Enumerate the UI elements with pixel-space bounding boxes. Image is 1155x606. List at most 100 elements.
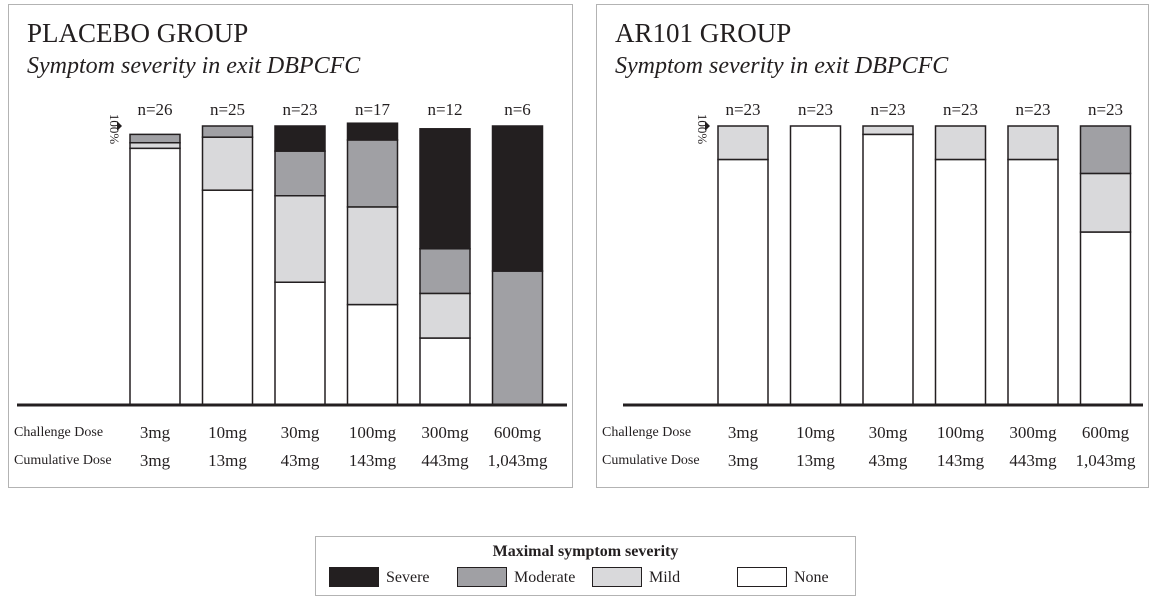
challenge-dose-label: Challenge Dose xyxy=(14,425,104,440)
bar-segment-mild xyxy=(274,195,326,283)
bar-3mg xyxy=(717,125,769,406)
legend-label: Severe xyxy=(386,569,430,586)
cumulative-dose-tick: 13mg xyxy=(208,451,247,470)
n-label: n=12 xyxy=(427,100,462,119)
n-label: n=23 xyxy=(870,100,905,119)
placebo-chart-plot: 100% n=26 3mg 3mg n=25 10mg 13mg n=23 30mg 43mg n=… xyxy=(17,100,567,470)
n-label: n=23 xyxy=(282,100,317,119)
bar-segment-severe xyxy=(274,125,326,152)
x-tick-label: 600mg xyxy=(494,423,542,442)
legend-swatch-mild xyxy=(592,567,642,587)
bar-30mg xyxy=(274,125,326,406)
bar-segment-mild xyxy=(129,141,181,150)
legend-label: Mild xyxy=(649,569,681,586)
chart-subtitle: Symptom severity in exit DBPCFC xyxy=(615,53,949,79)
chart-subtitle: Symptom severity in exit DBPCFC xyxy=(27,53,361,79)
n-label: n=6 xyxy=(504,100,531,119)
legend-title: Maximal symptom severity xyxy=(492,543,679,560)
bar-segment-none xyxy=(862,133,914,406)
cumulative-dose-tick: 443mg xyxy=(421,451,469,470)
x-tick-label: 30mg xyxy=(869,423,908,442)
ar101-chart-plot: 100% n=23 3mg 3mg n=23 10mg 13mg n=23 30mg 43mg n=… xyxy=(623,100,1143,470)
n-label: n=26 xyxy=(137,100,172,119)
n-label: n=23 xyxy=(1088,100,1123,119)
bar-segment-none xyxy=(789,125,842,406)
bar-300mg xyxy=(419,128,471,406)
cumulative-dose-tick: 443mg xyxy=(1009,451,1057,470)
bar-segment-none xyxy=(201,189,254,406)
cumulative-dose-label: Cumulative Dose xyxy=(602,453,700,468)
bar-100mg xyxy=(346,122,399,406)
n-label: n=23 xyxy=(798,100,833,119)
cumulative-dose-tick: 143mg xyxy=(937,451,985,470)
bar-30mg xyxy=(862,125,914,406)
bar-segment-none xyxy=(717,158,769,406)
bar-segment-severe xyxy=(491,125,544,272)
legend-swatch-moderate xyxy=(457,567,507,587)
bar-segment-mild xyxy=(1007,125,1059,161)
x-tick-label: 10mg xyxy=(208,423,247,442)
y-axis-label: 100% xyxy=(695,114,710,145)
bar-segment-none xyxy=(419,337,471,406)
cumulative-dose-tick: 43mg xyxy=(281,451,320,470)
bar-segment-none xyxy=(129,147,181,406)
y-axis-marker xyxy=(705,121,710,131)
challenge-dose-label: Challenge Dose xyxy=(602,425,692,440)
bar-segment-moderate xyxy=(491,270,544,406)
x-tick-label: 10mg xyxy=(796,423,835,442)
n-label: n=25 xyxy=(210,100,245,119)
bar-segment-mild xyxy=(862,125,914,136)
bar-segment-moderate xyxy=(346,139,399,208)
n-label: n=17 xyxy=(355,100,391,119)
bar-segment-mild xyxy=(419,292,471,339)
legend-swatch-none xyxy=(737,567,787,587)
bar-segment-none xyxy=(1079,231,1132,406)
y-axis-label: 100% xyxy=(107,114,122,145)
x-tick-label: 3mg xyxy=(728,423,759,442)
cumulative-dose-tick: 3mg xyxy=(140,451,171,470)
ar101-chart-panel: AR101 GROUP Symptom severity in exit DBP… xyxy=(596,4,1149,488)
bar-segment-moderate xyxy=(1079,125,1132,175)
x-tick-label: 3mg xyxy=(140,423,171,442)
bar-10mg xyxy=(201,125,254,406)
bar-segment-moderate xyxy=(201,125,254,138)
cumulative-dose-tick: 43mg xyxy=(869,451,908,470)
n-label: n=23 xyxy=(943,100,978,119)
bar-3mg xyxy=(129,133,181,406)
legend: Maximal symptom severity Severe Moderate… xyxy=(315,536,856,596)
bar-100mg xyxy=(934,125,987,406)
bar-segment-mild xyxy=(201,136,254,191)
bar-segment-moderate xyxy=(129,133,181,144)
cumulative-dose-tick: 3mg xyxy=(728,451,759,470)
cumulative-dose-label: Cumulative Dose xyxy=(14,453,112,468)
bar-segment-severe xyxy=(419,128,471,250)
legend-swatch-severe xyxy=(329,567,379,587)
bar-segment-mild xyxy=(934,125,987,161)
x-tick-label: 30mg xyxy=(281,423,320,442)
bar-segment-none xyxy=(1007,158,1059,406)
bar-segment-none xyxy=(274,281,326,406)
legend-label: None xyxy=(794,569,829,586)
bar-10mg xyxy=(789,125,842,406)
x-tick-label: 100mg xyxy=(937,423,985,442)
y-axis-marker xyxy=(117,121,122,131)
bar-segment-moderate xyxy=(274,150,326,197)
bar-segment-moderate xyxy=(419,248,471,295)
bar-600mg xyxy=(1079,125,1132,406)
cumulative-dose-tick: 1,043mg xyxy=(1076,451,1136,470)
x-tick-label: 300mg xyxy=(1009,423,1057,442)
n-label: n=23 xyxy=(1015,100,1050,119)
bar-segment-mild xyxy=(1079,172,1132,233)
cumulative-dose-tick: 143mg xyxy=(349,451,397,470)
n-label: n=23 xyxy=(725,100,760,119)
x-tick-label: 100mg xyxy=(349,423,397,442)
bar-segment-none xyxy=(934,158,987,406)
bar-segment-severe xyxy=(346,122,399,141)
cumulative-dose-tick: 1,043mg xyxy=(488,451,548,470)
bar-300mg xyxy=(1007,125,1059,406)
chart-title: AR101 GROUP xyxy=(615,18,792,48)
bar-segment-none xyxy=(346,303,399,406)
x-tick-label: 300mg xyxy=(421,423,469,442)
bar-segment-mild xyxy=(717,125,769,161)
legend-label: Moderate xyxy=(514,569,576,586)
